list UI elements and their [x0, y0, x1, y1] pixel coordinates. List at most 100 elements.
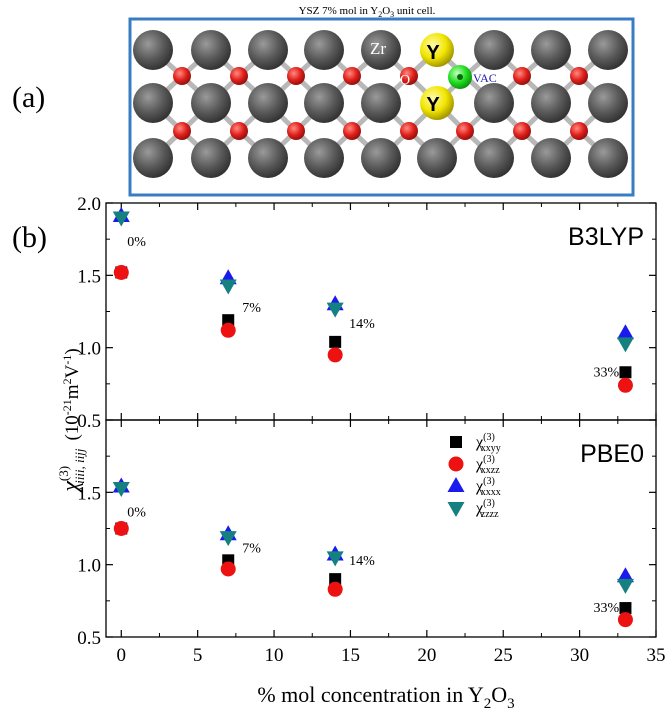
zr-atom [191, 138, 231, 178]
data-point-xxyy [329, 573, 342, 586]
plot-frame [105, 419, 657, 638]
data-point-zzzz [616, 578, 634, 594]
zr-atom [361, 138, 401, 178]
x-axis-label: % mol concentration in Y2O3 [257, 682, 514, 712]
o-label: O [400, 73, 410, 88]
x-tick-label: 15 [341, 645, 360, 666]
data-point-zzzz [219, 279, 237, 295]
legend-marker [447, 477, 465, 492]
zr-atom [474, 138, 514, 178]
o-atom [343, 67, 361, 85]
data-point-xxyy [329, 335, 342, 348]
legend-marker [447, 502, 465, 517]
zr-atom [588, 83, 628, 123]
zr-atom [361, 83, 401, 123]
y-atom [420, 33, 454, 67]
data-point-zzzz [112, 481, 130, 497]
zr-atom [531, 30, 571, 70]
plot-title: B3LYP [568, 223, 644, 251]
o-atom [570, 122, 588, 140]
data-point-xxyy [222, 314, 235, 327]
zr-atom [133, 138, 173, 178]
zr-atom [474, 30, 514, 70]
legend-label: χ(3) zzzz [475, 498, 499, 520]
y-bottom-label: Y [426, 94, 440, 116]
plot-b3lyp: 0.5 1.0 1.5 2.0 B3LYP 0% 7% 14% 33% [77, 194, 657, 432]
zr-atom [133, 30, 173, 70]
legend-marker [448, 456, 464, 472]
zr-atom [531, 83, 571, 123]
data-point-zzzz [112, 211, 130, 227]
o-atom [230, 67, 248, 85]
data-point-zzzz [219, 531, 237, 547]
point-label: 7% [242, 301, 261, 316]
zr-atom [417, 138, 457, 178]
o-atom [570, 67, 588, 85]
legend-marker [450, 436, 462, 448]
zr-atom [304, 30, 344, 70]
plot-title: PBE0 [580, 440, 644, 468]
plot-pbe0: 0.5 1.0 1.5 0 5 10 15 20 25 30 35 PBE0 0% 7% 14% 33% χ(3… [77, 419, 666, 666]
y-axis-chi: χ [58, 480, 84, 494]
zr-atom [248, 83, 288, 123]
zr-atom [191, 30, 231, 70]
y-tick-label: 1.5 [77, 483, 101, 504]
o-atom [287, 67, 305, 85]
legend-label: χ(3) xxzz [475, 454, 500, 476]
zr-atom [248, 138, 288, 178]
y-tick-label: 1.0 [77, 556, 101, 577]
zr-label: Zr [370, 39, 386, 58]
x-tick-label: 5 [193, 645, 203, 666]
o-atom [173, 67, 191, 85]
o-atom [400, 122, 418, 140]
x-tick-label: 25 [494, 645, 513, 666]
o-atom [456, 122, 474, 140]
y-atom [420, 86, 454, 120]
data-point-xxzz [113, 521, 129, 536]
point-label: 33% [593, 601, 619, 616]
x-tick-label: 10 [265, 645, 284, 666]
data-point-xxyy [619, 366, 632, 379]
data-point-xxyy [619, 602, 632, 615]
point-label: 14% [349, 554, 375, 569]
panel-a-caption: YSZ 7% mol in Y2O3 unit cell. [299, 5, 436, 19]
x-tick-label: 0 [117, 645, 127, 666]
data-point-zzzz [326, 551, 344, 567]
y-axis-label: χ(3)iiii, iijj(10-21m2V-1) [56, 348, 87, 493]
data-point-xxzz [617, 612, 633, 628]
panel-a-label: (a) [12, 81, 45, 114]
atom-labels: Zr O Y Y VAC [370, 39, 497, 116]
zr-atom [588, 30, 628, 70]
panel-b: (b) 0.5 1.0 1.5 2.0 B3LYP 0% 7% 14% 33% 0.5 1.0 1.… [12, 194, 666, 712]
point-label: 33% [593, 365, 619, 380]
zr-atom [474, 83, 514, 123]
data-point-zzzz [326, 302, 344, 318]
zr-atom [588, 138, 628, 178]
svg-text:χ(3)iiii, iijj(10-21m2V-1): χ(3)iiii, iijj(10-21m2V-1) [56, 348, 87, 493]
o-atom [230, 122, 248, 140]
o-atom [287, 122, 305, 140]
y-tick-label: 2.0 [77, 194, 101, 215]
x-tick-label: 20 [417, 645, 436, 666]
zr-atom [248, 30, 288, 70]
data-point-xxzz [113, 264, 129, 280]
data-point-xxzz [327, 347, 343, 363]
o-atom [343, 122, 361, 140]
zr-atom [133, 83, 173, 123]
o-atom [513, 67, 531, 85]
data-point-xxzz [617, 377, 633, 393]
zr-atom [361, 30, 401, 70]
zr-atom [191, 83, 231, 123]
y-tick-label: 1.0 [77, 339, 101, 360]
data-point-xxzz [220, 322, 236, 338]
data-point-xxxx [616, 567, 634, 583]
y-top-label: Y [426, 42, 440, 64]
vac-label: VAC [473, 71, 497, 85]
legend-label: χ(3) xxyy [475, 432, 501, 454]
panel-b-label: (b) [12, 221, 47, 254]
data-point-xxzz [220, 561, 236, 577]
zr-atom [304, 83, 344, 123]
vacancy-core [457, 74, 463, 80]
